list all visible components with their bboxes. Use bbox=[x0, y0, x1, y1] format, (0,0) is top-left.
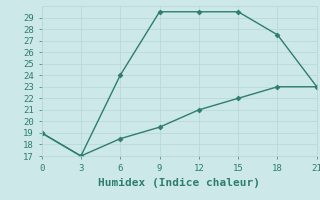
X-axis label: Humidex (Indice chaleur): Humidex (Indice chaleur) bbox=[98, 178, 260, 188]
